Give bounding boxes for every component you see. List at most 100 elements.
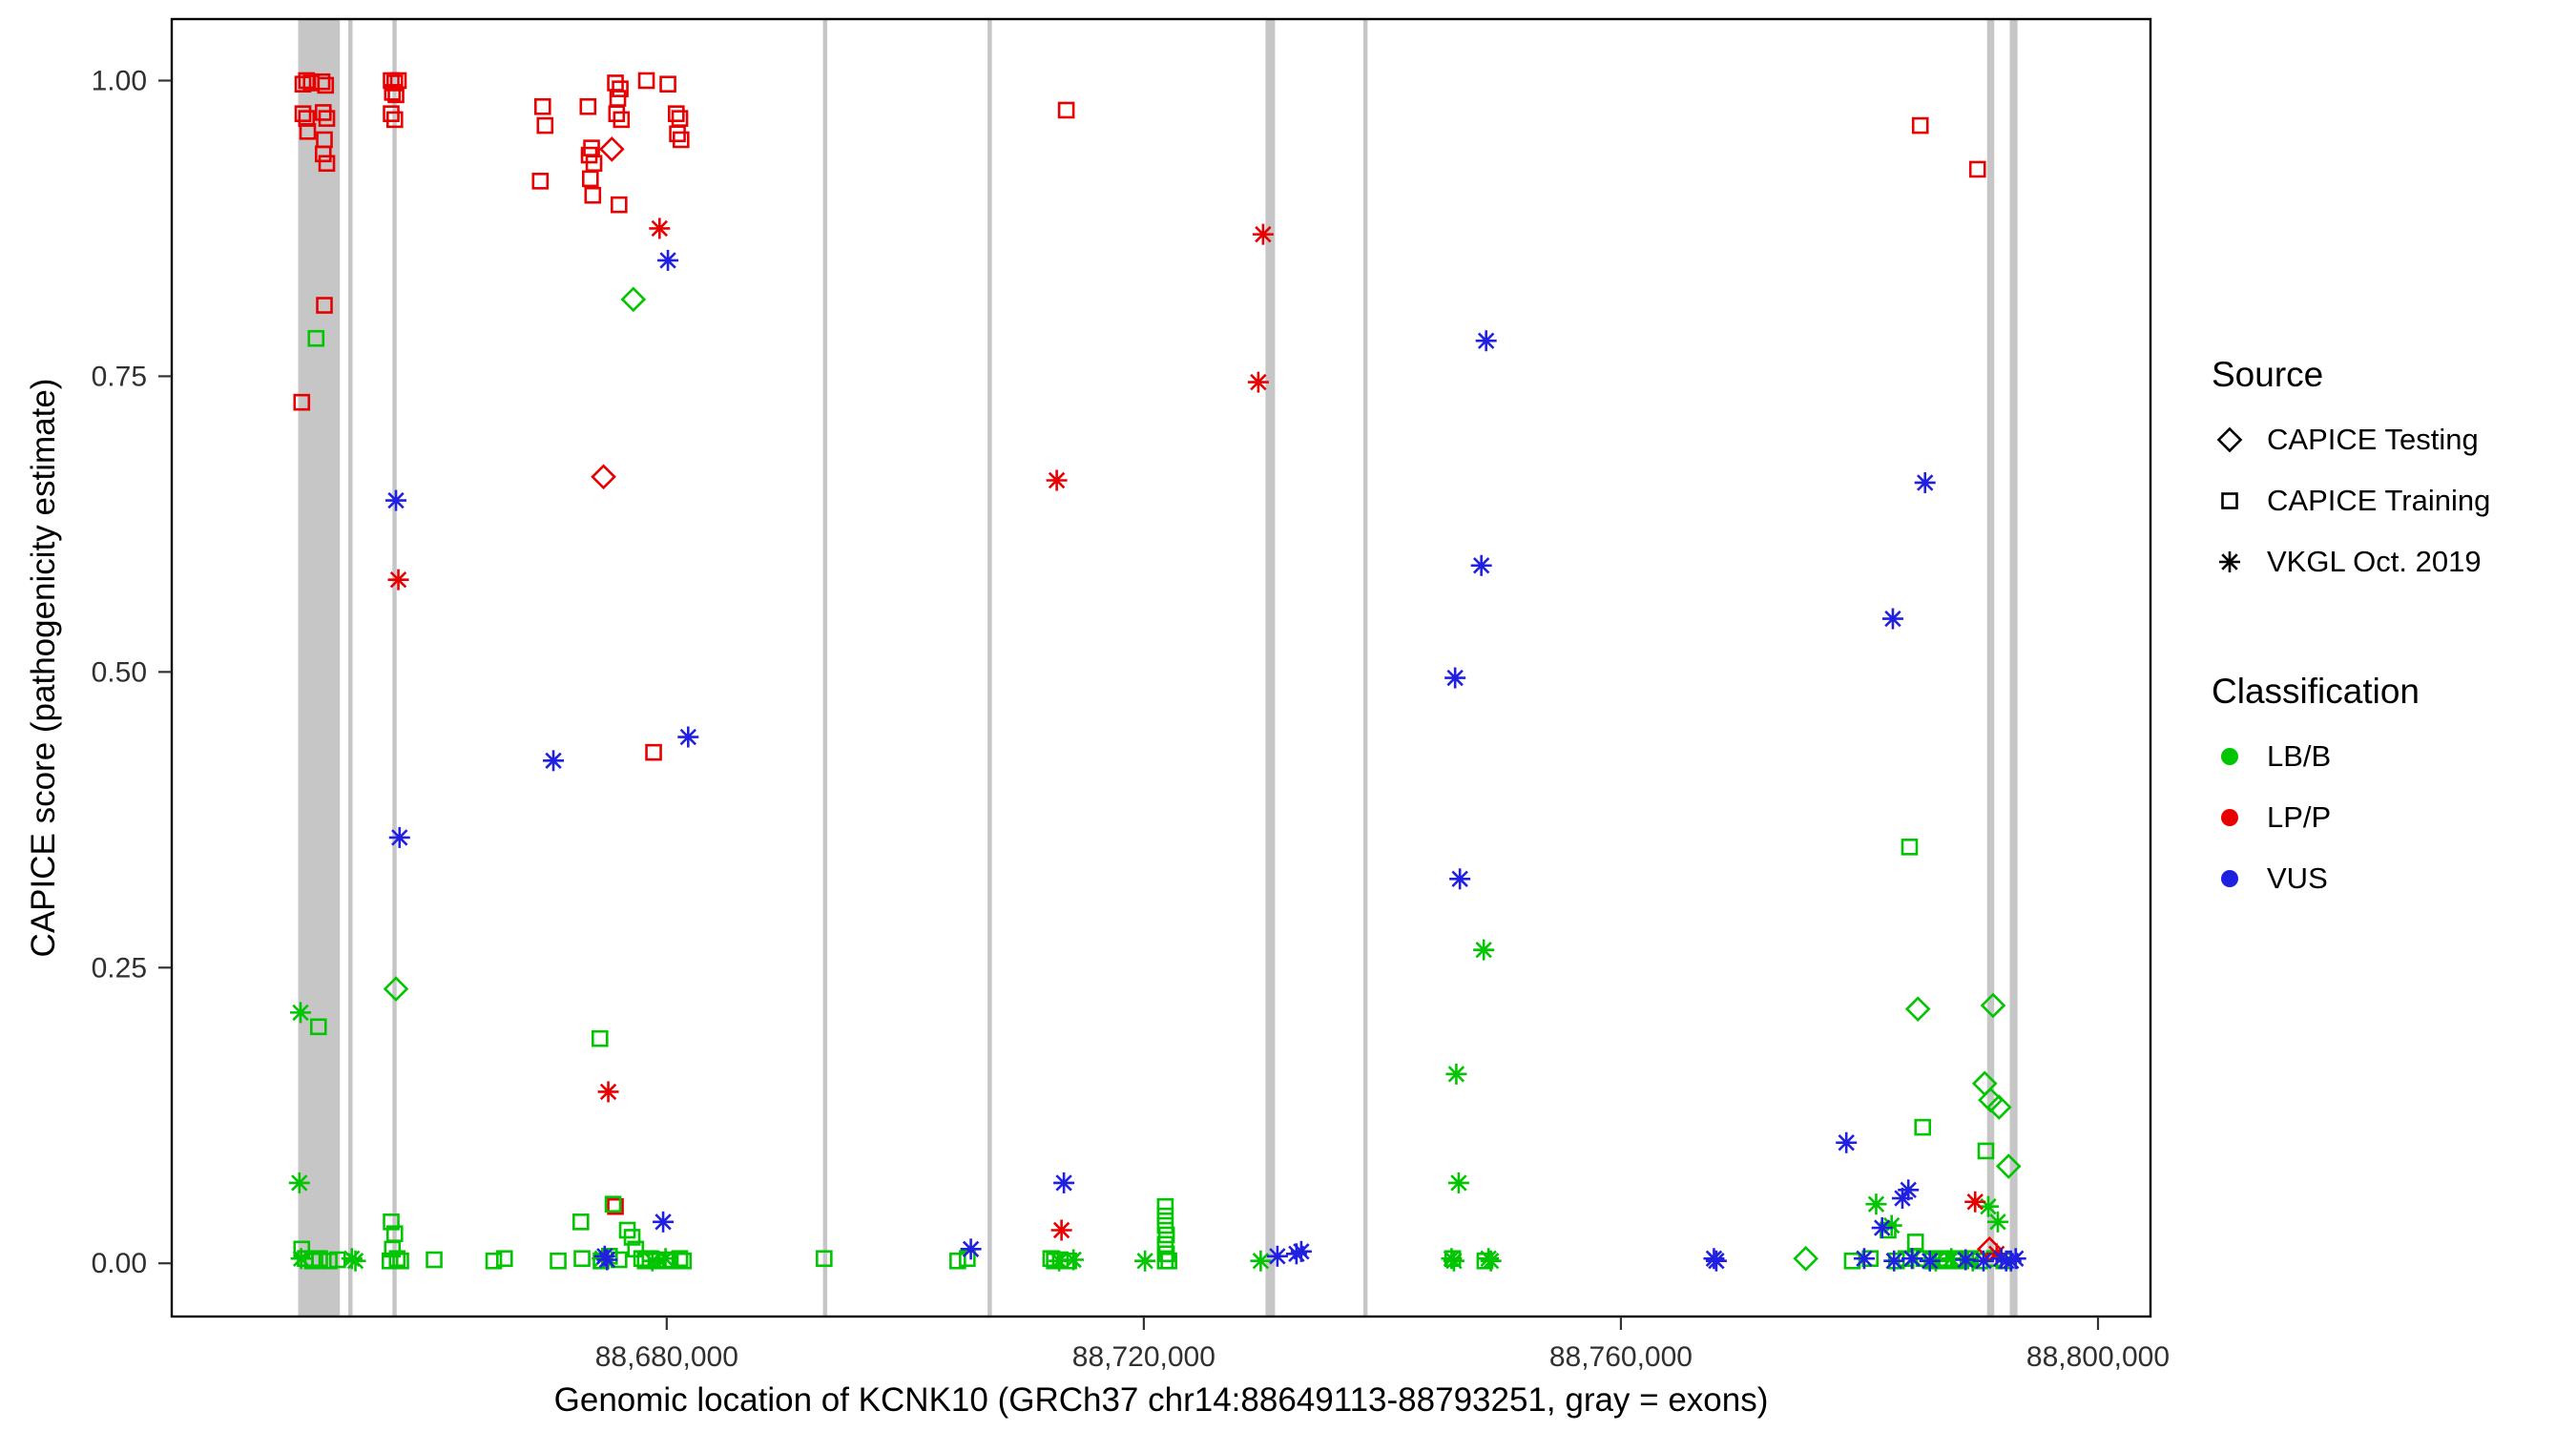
y-tick-label: 0.25 (92, 952, 147, 984)
data-point-asterisk (1250, 1250, 1272, 1272)
data-point-square (317, 76, 335, 94)
legend-source-title: Source (2212, 355, 2324, 394)
asterisk-icon (2219, 551, 2240, 572)
data-point-diamond (383, 976, 409, 1002)
x-tick-label: 88,760,000 (1549, 1341, 1693, 1373)
data-point-asterisk (677, 726, 699, 748)
data-point-square (1057, 101, 1075, 119)
series-square-LP-P (293, 72, 1986, 1215)
data-point-diamond (1793, 1245, 1819, 1272)
data-point-square (637, 72, 655, 90)
data-point-square (579, 97, 597, 115)
data-points-layer (288, 72, 2026, 1272)
data-point-square (314, 145, 332, 163)
data-point-asterisk (653, 1211, 675, 1233)
data-point-square (675, 1252, 693, 1270)
data-point-square (671, 110, 689, 127)
data-point-square (298, 110, 316, 127)
data-point-asterisk (1955, 1249, 1977, 1271)
data-point-square (387, 86, 405, 104)
x-axis-title: Genomic location of KCNK10 (GRCh37 chr14… (553, 1381, 1769, 1419)
data-point-square (1157, 1226, 1175, 1244)
data-point-square (383, 105, 400, 122)
series-asterisk-LB-B (288, 939, 2008, 1272)
data-point-asterisk (1972, 1250, 1994, 1272)
x-tick-label: 88,680,000 (595, 1341, 738, 1373)
data-point-diamond (620, 286, 647, 313)
legend-item-label: LB/B (2267, 739, 2332, 773)
series-asterisk-VUS (385, 249, 2026, 1272)
data-point-square (533, 97, 551, 115)
data-point-square (550, 1252, 567, 1270)
data-point-square (318, 110, 336, 127)
exon-band (392, 19, 397, 1317)
data-point-square (949, 1252, 966, 1270)
data-point-square (816, 1250, 833, 1268)
y-tick-label: 0.50 (92, 656, 147, 688)
data-point-square (316, 297, 333, 314)
data-point-asterisk (1447, 1172, 1469, 1193)
y-tick-label: 0.75 (92, 361, 147, 392)
data-point-asterisk (1247, 371, 1269, 393)
data-point-asterisk (1063, 1249, 1085, 1271)
data-point-square (495, 1250, 513, 1268)
data-point-asterisk (1853, 1248, 1875, 1270)
data-point-square (313, 73, 331, 91)
square-icon (2221, 492, 2238, 509)
series-square-LB-B (293, 329, 2013, 1270)
data-point-diamond (591, 464, 616, 490)
data-point-asterisk (1050, 1219, 1072, 1241)
classification-dot (2221, 809, 2238, 826)
data-point-square (385, 111, 404, 129)
green-dot-icon (2221, 748, 2238, 765)
data-point-square (573, 1250, 591, 1268)
data-point-asterisk (288, 1172, 310, 1193)
data-point-asterisk (387, 569, 409, 591)
data-point-asterisk (1473, 939, 1495, 961)
data-point-square (668, 105, 685, 122)
data-point-square (1914, 1118, 1932, 1136)
legend-classification-title: Classification (2212, 672, 2420, 711)
exon-band (348, 19, 353, 1317)
exon-band (987, 19, 992, 1317)
data-point-square (311, 1250, 328, 1268)
data-point-square (1843, 1252, 1861, 1270)
data-point-square (673, 131, 690, 149)
data-point-square (582, 170, 599, 188)
data-point-diamond (598, 136, 625, 162)
data-point-asterisk (641, 1250, 663, 1272)
data-point-asterisk (1443, 1250, 1465, 1272)
data-point-asterisk (1919, 1250, 1941, 1272)
data-point-square (1156, 1207, 1174, 1225)
data-point-square (1911, 116, 1929, 135)
data-point-square (426, 1251, 443, 1269)
data-point-asterisk (1290, 1240, 1312, 1262)
data-point-square (299, 122, 317, 140)
data-point-square (293, 393, 311, 411)
red-dot-icon (2221, 809, 2238, 826)
data-point-square (318, 155, 336, 173)
legend-item-label: VUS (2267, 861, 2328, 895)
data-point-diamond (1985, 1094, 2012, 1120)
data-point-square (385, 74, 404, 92)
data-point-asterisk (1986, 1211, 2008, 1233)
data-point-square (1156, 1197, 1174, 1215)
classification-dot (2221, 748, 2238, 765)
legend-item-lbb: LB/B (2212, 738, 2490, 775)
data-point-asterisk (543, 750, 565, 772)
data-point-asterisk (1898, 1179, 1920, 1201)
data-point-asterisk (649, 218, 671, 239)
data-point-square (384, 84, 402, 101)
exon-band (2009, 19, 2018, 1317)
data-point-square (604, 1195, 622, 1213)
exon-band (298, 19, 341, 1317)
exon-bands-layer (298, 19, 2018, 1317)
data-point-asterisk (654, 1248, 676, 1270)
data-point-square (1901, 839, 1919, 856)
data-point-square (1156, 1216, 1174, 1234)
data-point-asterisk (1134, 1250, 1156, 1272)
data-point-square (392, 1252, 409, 1270)
data-point-square (383, 1213, 400, 1231)
y-axis-title: CAPICE score (pathogenicity estimate) (25, 378, 62, 958)
panel-border (170, 17, 2152, 1318)
